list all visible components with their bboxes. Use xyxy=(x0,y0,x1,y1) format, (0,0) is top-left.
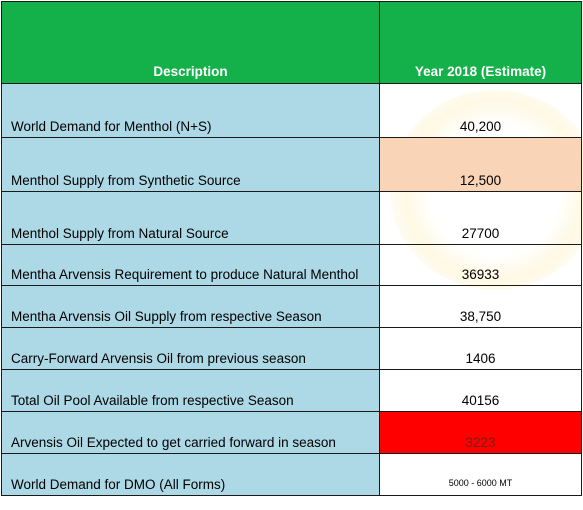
row-value: 1406 xyxy=(379,327,582,370)
table-row: Menthol Supply from Natural Source 27700 xyxy=(1,191,582,245)
row-description: Total Oil Pool Available from respective… xyxy=(1,369,380,412)
row-value-highlighted: 12,500 xyxy=(379,137,582,192)
row-description: Mentha Arvensis Requirement to produce N… xyxy=(1,244,380,286)
row-description: Menthol Supply from Natural Source xyxy=(1,191,380,245)
table-row: Mentha Arvensis Requirement to produce N… xyxy=(1,244,582,286)
row-description: World Demand for Menthol (N+S) xyxy=(1,83,380,138)
row-description: World Demand for DMO (All Forms) xyxy=(1,453,380,496)
row-value: 38,750 xyxy=(379,285,582,328)
row-value: 40,200 xyxy=(379,83,582,138)
row-description: Arvensis Oil Expected to get carried for… xyxy=(1,411,380,454)
row-value: 36933 xyxy=(379,244,582,286)
row-value: 27700 xyxy=(379,191,582,245)
row-description: Mentha Arvensis Oil Supply from respecti… xyxy=(1,285,380,328)
row-value: 5000 - 6000 MT xyxy=(379,453,582,496)
row-description: Carry-Forward Arvensis Oil from previous… xyxy=(1,327,380,370)
row-description: Menthol Supply from Synthetic Source xyxy=(1,137,380,192)
row-value-highlighted: 3223 xyxy=(379,411,582,454)
table-row: Arvensis Oil Expected to get carried for… xyxy=(1,411,582,454)
table-row: Carry-Forward Arvensis Oil from previous… xyxy=(1,327,582,370)
table-row: World Demand for Menthol (N+S) 40,200 xyxy=(1,83,582,138)
table-row: Total Oil Pool Available from respective… xyxy=(1,369,582,412)
table-row: Menthol Supply from Synthetic Source 12,… xyxy=(1,137,582,192)
header-year: Year 2018 (Estimate) xyxy=(379,1,582,84)
header-description: Description xyxy=(1,1,380,84)
row-value: 40156 xyxy=(379,369,582,412)
table-row: World Demand for DMO (All Forms) 5000 - … xyxy=(1,453,582,496)
table-row: Mentha Arvensis Oil Supply from respecti… xyxy=(1,285,582,328)
table-header-row: Description Year 2018 (Estimate) xyxy=(1,1,582,84)
menthol-demand-table: Description Year 2018 (Estimate) World D… xyxy=(1,1,582,496)
